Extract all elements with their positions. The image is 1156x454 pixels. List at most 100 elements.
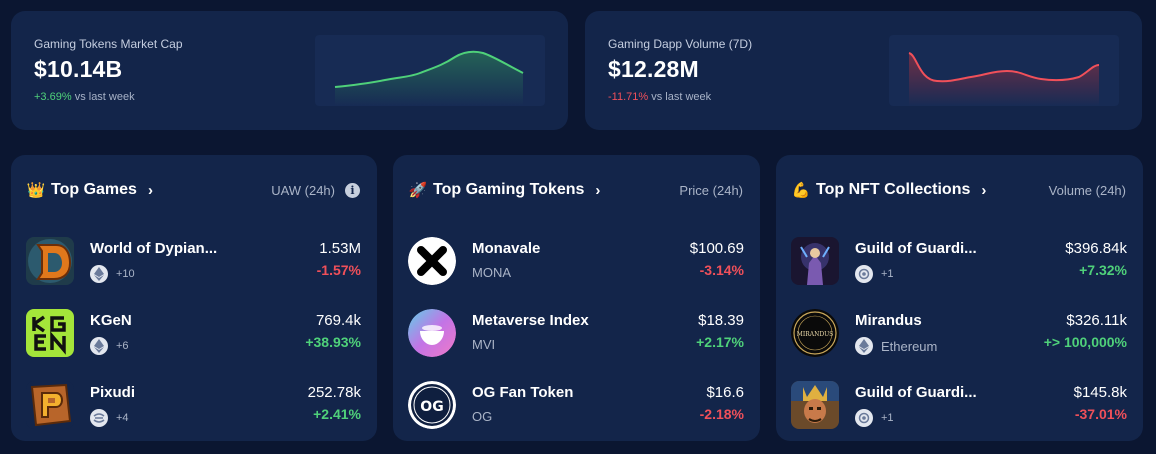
game-name: KGeN: [90, 312, 132, 329]
market-cap-delta: +3.69% vs last week: [34, 91, 135, 103]
chevron-right-icon: ›: [981, 181, 987, 199]
extra-chains-count: +10: [116, 268, 135, 280]
flexed-biceps-icon: 💪: [791, 182, 811, 199]
info-icon[interactable]: i: [345, 183, 360, 198]
extra-chains-count: +6: [116, 340, 129, 352]
game-chains: +6: [90, 337, 129, 355]
game-row-kgen[interactable]: KGeN +6 769.4k +38.93%: [11, 308, 377, 358]
token-change: -2.18%: [699, 406, 744, 422]
game-row-pixudi[interactable]: Pixudi +4 252.78k +2.41%: [11, 380, 377, 430]
game-uaw: 1.53M: [319, 240, 361, 257]
extra-chains-count: +4: [116, 412, 129, 424]
nft-change: -37.01%: [1074, 406, 1127, 422]
top-games-metric: UAW (24h): [271, 183, 335, 198]
dapp-volume-value: $12.28M: [608, 56, 699, 82]
immutable-icon: [855, 265, 873, 283]
top-nfts-title-link[interactable]: 💪 Top NFT Collections ›: [791, 181, 987, 199]
guild-of-guardians-thumbnail: [791, 381, 839, 429]
game-name: World of Dypian...: [90, 240, 218, 257]
token-change: +2.17%: [696, 334, 744, 350]
token-symbol: MVI: [472, 337, 496, 352]
market-cap-value: $10.14B: [34, 56, 123, 82]
token-price: $18.39: [698, 312, 744, 329]
nft-change: +> 100,000%: [1043, 334, 1127, 350]
nft-chains: Ethereum: [855, 337, 937, 355]
nft-change: +7.32%: [1079, 262, 1127, 278]
mirandus-logo-text: MIRANDUS: [797, 331, 834, 338]
token-row-og-fan-token[interactable]: OG OG Fan Token OG $16.6 -2.18%: [393, 380, 760, 430]
nft-row-guild-of-guardians-1[interactable]: Guild of Guardi... +1 $396.84k +7.32%: [776, 236, 1143, 286]
dapp-volume-delta-suffix: vs last week: [651, 91, 712, 103]
nft-volume: $145.8k: [1073, 384, 1127, 401]
multichain-icon: [90, 409, 108, 427]
token-row-monavale[interactable]: Monavale MONA $100.69 -3.14%: [393, 236, 760, 286]
top-games-card: 👑 Top Games › UAW (24h) i World of Dypia…: [11, 155, 377, 441]
game-row-world-of-dypians[interactable]: World of Dypian... +10 1.53M -1.57%: [11, 236, 377, 286]
game-uaw: 769.4k: [315, 312, 361, 329]
og-logo-text: OG: [420, 399, 443, 415]
top-games-title-link[interactable]: 👑 Top Games ›: [26, 181, 153, 199]
token-symbol: MONA: [472, 265, 511, 280]
chevron-right-icon: ›: [595, 181, 601, 199]
top-nfts-title: Top NFT Collections: [816, 181, 971, 198]
dapp-volume-label: Gaming Dapp Volume (7D): [608, 37, 753, 51]
ethereum-icon: [90, 265, 108, 283]
market-cap-delta-percent: +3.69%: [34, 91, 72, 103]
nft-row-guild-of-guardians-2[interactable]: Guild of Guardi... +1 $145.8k -37.01%: [776, 380, 1143, 430]
monavale-logo: [408, 237, 456, 285]
nft-chains: +1: [855, 409, 894, 427]
top-nfts-metric: Volume (24h): [1048, 183, 1126, 198]
top-games-header: 👑 Top Games › UAW (24h) i: [11, 181, 377, 203]
game-name: Pixudi: [90, 384, 136, 401]
chevron-right-icon: ›: [147, 181, 153, 199]
token-change: -3.14%: [699, 262, 744, 278]
top-nfts-header: 💪 Top NFT Collections › Volume (24h): [776, 181, 1143, 203]
top-games-title: Top Games: [51, 181, 137, 198]
market-cap-sparkline: [315, 35, 545, 106]
token-price: $100.69: [689, 240, 744, 257]
top-tokens-metric: Price (24h): [679, 183, 743, 198]
game-uaw: 252.78k: [307, 384, 361, 401]
nft-volume: $396.84k: [1065, 240, 1127, 257]
nft-name: Guild of Guardi...: [855, 384, 977, 401]
dapp-volume-sparkline: [889, 35, 1119, 106]
token-price: $16.6: [706, 384, 744, 401]
metaverse-index-logo: [408, 309, 456, 357]
extra-chains-count: +1: [881, 268, 894, 280]
game-chains: +10: [90, 265, 135, 283]
nft-chains: +1: [855, 265, 894, 283]
crown-icon: 👑: [26, 182, 46, 199]
nft-row-mirandus[interactable]: MIRANDUS Mirandus Ethereum $326.11k +> 1…: [776, 308, 1143, 358]
game-chains: +4: [90, 409, 129, 427]
extra-chains-count: +1: [881, 412, 894, 424]
guild-of-guardians-thumbnail: [791, 237, 839, 285]
nft-chain-name: Ethereum: [881, 338, 938, 354]
token-name: Metaverse Index: [472, 312, 589, 329]
token-name: Monavale: [472, 240, 541, 257]
dapp-volume-delta-percent: -11.71%: [608, 91, 649, 103]
game-change: -1.57%: [316, 262, 361, 278]
token-row-metaverse-index[interactable]: Metaverse Index MVI $18.39 +2.17%: [393, 308, 760, 358]
mirandus-logo: MIRANDUS: [791, 309, 839, 357]
top-tokens-title-link[interactable]: 🚀 Top Gaming Tokens ›: [408, 181, 601, 199]
top-tokens-title: Top Gaming Tokens: [433, 181, 585, 198]
token-name: OG Fan Token: [472, 384, 574, 401]
nft-volume: $326.11k: [1066, 312, 1127, 329]
world-of-dypians-logo: [26, 237, 74, 285]
pixudi-logo: [26, 381, 74, 429]
nft-name: Mirandus: [855, 312, 922, 329]
nft-name: Guild of Guardi...: [855, 240, 977, 257]
kgen-logo: [26, 309, 74, 357]
rocket-icon: 🚀: [408, 182, 428, 199]
top-tokens-card: 🚀 Top Gaming Tokens › Price (24h) Monava…: [393, 155, 760, 441]
og-fan-token-logo: OG: [408, 381, 456, 429]
immutable-icon: [855, 409, 873, 427]
top-nfts-card: 💪 Top NFT Collections › Volume (24h) Gui…: [776, 155, 1143, 441]
dapp-volume-delta: -11.71% vs last week: [608, 91, 711, 103]
market-cap-card: Gaming Tokens Market Cap $10.14B +3.69% …: [11, 11, 568, 130]
market-cap-delta-suffix: vs last week: [74, 91, 135, 103]
dapp-volume-card: Gaming Dapp Volume (7D) $12.28M -11.71% …: [585, 11, 1142, 130]
ethereum-icon: [855, 337, 873, 355]
top-tokens-header: 🚀 Top Gaming Tokens › Price (24h): [393, 181, 760, 203]
token-symbol: OG: [472, 409, 493, 424]
